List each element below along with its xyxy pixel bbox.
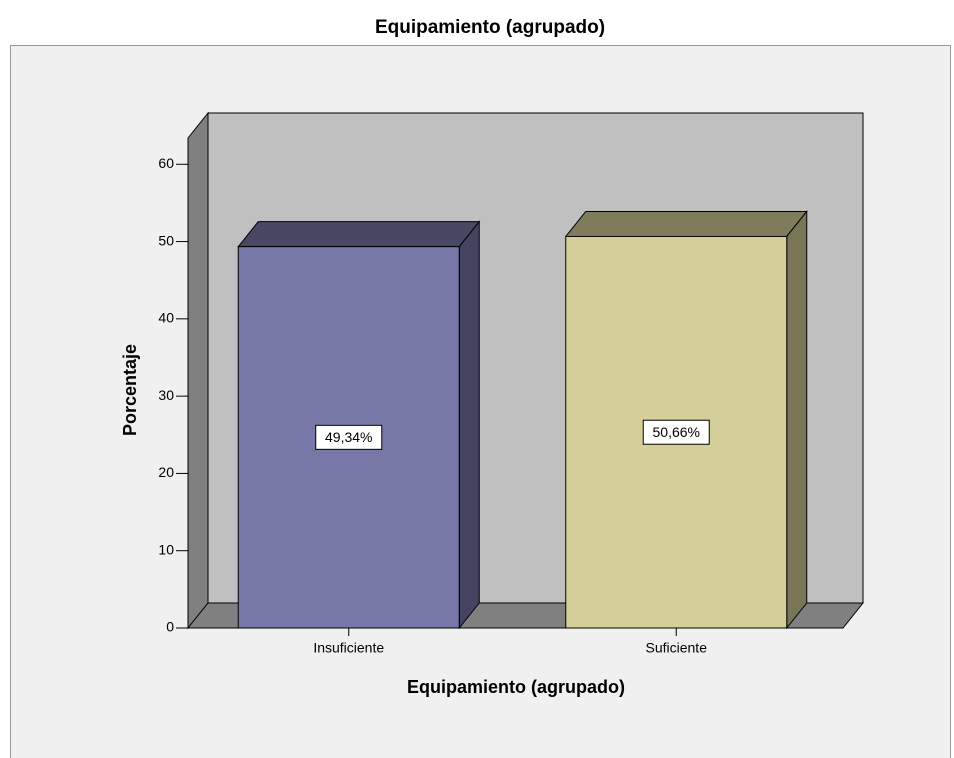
value-label-box	[315, 424, 383, 450]
x-tick-label: Insuficiente	[313, 640, 384, 656]
y-tick-label: 50	[158, 232, 174, 248]
chart-title: Equipamiento (agrupado)	[375, 17, 605, 38]
bar-top	[564, 210, 808, 237]
bar-side	[458, 220, 480, 630]
y-tick-label: 30	[158, 387, 174, 403]
value-label-box	[642, 419, 710, 445]
value-label: 49,34%	[325, 429, 372, 445]
left-wall	[187, 111, 209, 630]
y-tick-label: 10	[158, 541, 174, 557]
bar-side	[786, 210, 808, 630]
x-axis-title: Equipamiento (agrupado)	[407, 677, 625, 697]
bar-top	[237, 221, 481, 248]
y-tick-label: 60	[158, 155, 174, 171]
y-tick-label: 0	[166, 619, 174, 635]
y-tick-label: 20	[158, 464, 174, 480]
y-tick-label: 40	[158, 310, 174, 326]
value-label: 50,66%	[653, 424, 700, 440]
x-tick-label: Suficiente	[646, 640, 708, 656]
y-axis-title: Porcentaje	[120, 344, 140, 436]
